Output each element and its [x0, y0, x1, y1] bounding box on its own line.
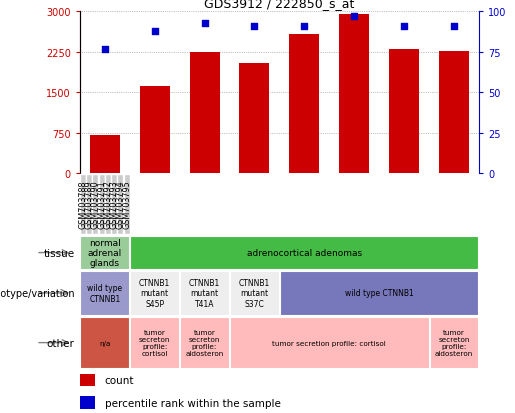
- Text: wild type
CTNNB1: wild type CTNNB1: [87, 284, 123, 303]
- Bar: [439, 52, 469, 173]
- Text: GSM703789: GSM703789: [84, 180, 94, 229]
- Text: GSM703793: GSM703793: [110, 180, 118, 229]
- FancyBboxPatch shape: [130, 271, 179, 315]
- Bar: [289, 35, 319, 173]
- Text: GSM703792: GSM703792: [104, 180, 112, 229]
- Point: [400, 24, 408, 30]
- FancyBboxPatch shape: [130, 236, 478, 270]
- FancyBboxPatch shape: [230, 271, 279, 315]
- FancyBboxPatch shape: [130, 317, 179, 368]
- Text: count: count: [105, 375, 134, 385]
- Text: percentile rank within the sample: percentile rank within the sample: [105, 398, 281, 408]
- FancyBboxPatch shape: [80, 236, 129, 270]
- Point: [450, 24, 458, 30]
- FancyBboxPatch shape: [180, 317, 229, 368]
- Bar: [239, 64, 269, 173]
- FancyBboxPatch shape: [430, 317, 478, 368]
- Text: normal
adrenal
glands: normal adrenal glands: [88, 238, 122, 268]
- Text: CTNNB1
mutant
S45P: CTNNB1 mutant S45P: [139, 278, 170, 308]
- FancyBboxPatch shape: [80, 174, 86, 235]
- FancyBboxPatch shape: [86, 174, 92, 235]
- Text: tumor secretion profile: cortisol: tumor secretion profile: cortisol: [272, 340, 386, 346]
- Text: CTNNB1
mutant
T41A: CTNNB1 mutant T41A: [189, 278, 220, 308]
- Text: tissue: tissue: [44, 248, 75, 258]
- Text: wild type CTNNB1: wild type CTNNB1: [345, 289, 414, 298]
- Bar: [80, 374, 95, 386]
- Text: tumor
secreton
profile:
cortisol: tumor secreton profile: cortisol: [139, 329, 170, 356]
- FancyBboxPatch shape: [105, 174, 111, 235]
- Text: tumor
secreton
profile:
aldosteron: tumor secreton profile: aldosteron: [185, 329, 224, 356]
- Point: [200, 20, 209, 27]
- FancyBboxPatch shape: [280, 271, 478, 315]
- Point: [350, 14, 358, 21]
- FancyBboxPatch shape: [99, 174, 105, 235]
- Text: GSM703791: GSM703791: [97, 180, 106, 229]
- FancyBboxPatch shape: [80, 271, 129, 315]
- Title: GDS3912 / 222850_s_at: GDS3912 / 222850_s_at: [204, 0, 354, 10]
- Bar: [140, 86, 169, 173]
- Bar: [190, 53, 219, 173]
- FancyBboxPatch shape: [111, 174, 117, 235]
- Bar: [80, 396, 95, 409]
- Bar: [90, 136, 119, 173]
- FancyBboxPatch shape: [117, 174, 124, 235]
- Bar: [339, 15, 369, 173]
- FancyBboxPatch shape: [180, 271, 229, 315]
- Text: GSM703794: GSM703794: [116, 180, 125, 229]
- Text: tumor
secreton
profile:
aldosteron: tumor secreton profile: aldosteron: [435, 329, 473, 356]
- Text: adrenocortical adenomas: adrenocortical adenomas: [247, 249, 362, 257]
- FancyBboxPatch shape: [230, 317, 428, 368]
- Text: GSM703795: GSM703795: [122, 180, 131, 229]
- Point: [300, 24, 308, 30]
- FancyBboxPatch shape: [80, 317, 129, 368]
- Bar: [389, 50, 419, 173]
- Text: genotype/variation: genotype/variation: [0, 288, 75, 298]
- Point: [250, 24, 259, 30]
- Text: n/a: n/a: [99, 340, 110, 346]
- Point: [150, 28, 159, 35]
- Point: [100, 46, 109, 53]
- Text: GSM703790: GSM703790: [91, 180, 100, 229]
- Text: other: other: [47, 338, 75, 348]
- Text: GSM703788: GSM703788: [78, 180, 88, 229]
- FancyBboxPatch shape: [92, 174, 98, 235]
- FancyBboxPatch shape: [124, 174, 130, 235]
- Text: CTNNB1
mutant
S37C: CTNNB1 mutant S37C: [239, 278, 270, 308]
